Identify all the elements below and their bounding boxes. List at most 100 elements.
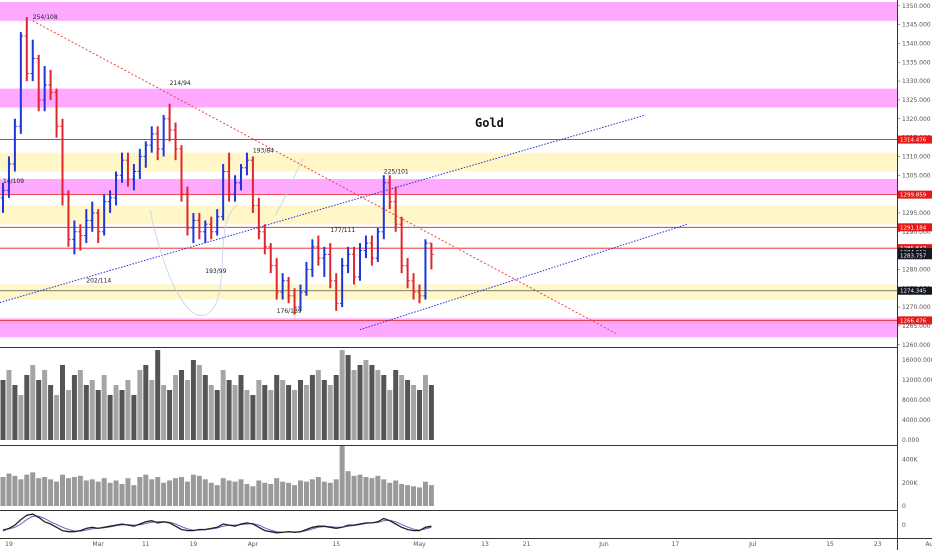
price-tick-0: 1350.000 bbox=[902, 3, 931, 10]
price-tick-16: 1270.000 bbox=[902, 304, 931, 311]
osc-bar-9 bbox=[54, 481, 60, 506]
volume-bar-44 bbox=[262, 385, 268, 440]
zone-5 bbox=[0, 284, 897, 300]
osc-bar-10 bbox=[60, 474, 65, 506]
volume-bar-17 bbox=[101, 375, 107, 440]
osc-bar-58 bbox=[345, 471, 351, 506]
volume-bar-70 bbox=[417, 390, 422, 440]
zone-6 bbox=[0, 318, 897, 338]
trendlines-layer bbox=[0, 20, 688, 334]
volume-bar-57 bbox=[339, 350, 345, 440]
osc-bar-55 bbox=[327, 482, 333, 506]
date-label-4: Apr bbox=[248, 541, 259, 548]
osc-bar-51 bbox=[303, 481, 309, 506]
osc-bar-25 bbox=[149, 479, 155, 506]
projection-curve bbox=[149, 204, 238, 317]
volume-bar-39 bbox=[232, 385, 238, 440]
osc-bar-52 bbox=[309, 479, 315, 506]
volume-bar-31 bbox=[184, 380, 190, 440]
price-tick-4: 1330.000 bbox=[902, 78, 931, 85]
volume-bar-68 bbox=[405, 380, 411, 440]
price-badge-1 bbox=[898, 190, 932, 199]
osc-bar-22 bbox=[131, 485, 137, 506]
badges-layer: 1314.4761299.8591291.1841285.6471284.612… bbox=[898, 135, 932, 325]
volume-bar-2 bbox=[12, 385, 18, 440]
zone-3 bbox=[0, 179, 897, 195]
osc-bar-61 bbox=[363, 477, 369, 506]
volume-bar-11 bbox=[65, 390, 71, 440]
volume-bar-13 bbox=[77, 370, 83, 440]
trendline-1 bbox=[359, 223, 688, 331]
volume-bar-64 bbox=[381, 375, 387, 440]
volume-bar-42 bbox=[250, 395, 256, 440]
volume-bar-35 bbox=[208, 385, 214, 440]
osc-bar-64 bbox=[381, 479, 387, 506]
stoch-layer bbox=[2, 513, 432, 534]
osc-bar-48 bbox=[286, 482, 292, 506]
osc-bar-8 bbox=[48, 479, 54, 506]
annotation-label-0: 254/108 bbox=[33, 14, 58, 21]
annotation-label-4: 177/111 bbox=[330, 227, 355, 234]
osc-bar-71 bbox=[422, 481, 428, 506]
osc-bar-70 bbox=[417, 487, 422, 506]
osc-bar-60 bbox=[357, 474, 363, 506]
volume-bar-49 bbox=[292, 390, 298, 440]
date-label-11: Jul bbox=[748, 541, 757, 548]
volume-bar-28 bbox=[167, 390, 173, 440]
volume-bar-1 bbox=[6, 370, 12, 440]
osc-bar-72 bbox=[428, 485, 434, 506]
volume-bar-60 bbox=[357, 365, 363, 440]
price-tick-2: 1340.000 bbox=[902, 40, 931, 47]
price-badge-0 bbox=[898, 135, 932, 144]
osc-bar-20 bbox=[119, 483, 125, 506]
osc-bar-39 bbox=[232, 481, 238, 506]
volume-bar-36 bbox=[214, 390, 220, 440]
volume-tick-2: 8000.000 bbox=[902, 397, 931, 404]
osc-tick-1: 200K bbox=[902, 480, 918, 487]
osc-bar-41 bbox=[244, 483, 250, 506]
annotation-label-3: 225/101 bbox=[384, 168, 409, 175]
osc-bar-23 bbox=[137, 477, 143, 506]
osc-bar-18 bbox=[107, 482, 113, 506]
price-tick-11: 1295.000 bbox=[902, 210, 931, 217]
annotation-label-1: 214/94 bbox=[170, 80, 191, 87]
osc-bar-2 bbox=[12, 475, 18, 506]
osc-bar-24 bbox=[143, 474, 149, 506]
date-label-8: 21 bbox=[523, 541, 531, 548]
volume-bar-54 bbox=[321, 380, 327, 440]
date-label-10: 17 bbox=[672, 541, 680, 548]
annotation-label-5: 14/109 bbox=[3, 178, 24, 185]
osc-bar-63 bbox=[375, 475, 381, 506]
osc-bar-28 bbox=[167, 480, 173, 506]
stoch-line bbox=[2, 513, 432, 534]
volume-tick-4: 0.000 bbox=[902, 437, 919, 444]
volume-bar-21 bbox=[125, 380, 131, 440]
projection-arrow bbox=[274, 157, 304, 216]
osc-bar-50 bbox=[298, 480, 303, 506]
osc-bar-33 bbox=[196, 475, 202, 506]
osc-bar-59 bbox=[351, 475, 357, 506]
price-badge-2 bbox=[898, 223, 932, 232]
osc-bar-19 bbox=[113, 480, 119, 506]
zones-layer bbox=[0, 2, 897, 338]
volume-bar-12 bbox=[71, 375, 77, 440]
zone-2 bbox=[0, 152, 897, 172]
osc-bar-43 bbox=[256, 480, 262, 506]
osc-bar-29 bbox=[173, 478, 179, 506]
osc-bar-15 bbox=[89, 479, 95, 506]
price-badge-6 bbox=[898, 286, 932, 295]
osc-bar-11 bbox=[65, 478, 71, 506]
zone-0 bbox=[0, 2, 897, 21]
osc-bar-54 bbox=[321, 481, 327, 506]
volume-bar-71 bbox=[422, 375, 428, 440]
price-tick-17: 1265.000 bbox=[902, 323, 931, 330]
annotation-label-2: 193/84 bbox=[253, 148, 274, 155]
date-label-2: 11 bbox=[142, 541, 150, 548]
volume-bar-72 bbox=[428, 385, 434, 440]
price-tick-18: 1260.000 bbox=[902, 342, 931, 349]
volume-bar-7 bbox=[42, 370, 48, 440]
osc-bar-5 bbox=[30, 472, 36, 506]
osc-bar-21 bbox=[125, 478, 131, 506]
osc-bar-69 bbox=[411, 486, 417, 506]
